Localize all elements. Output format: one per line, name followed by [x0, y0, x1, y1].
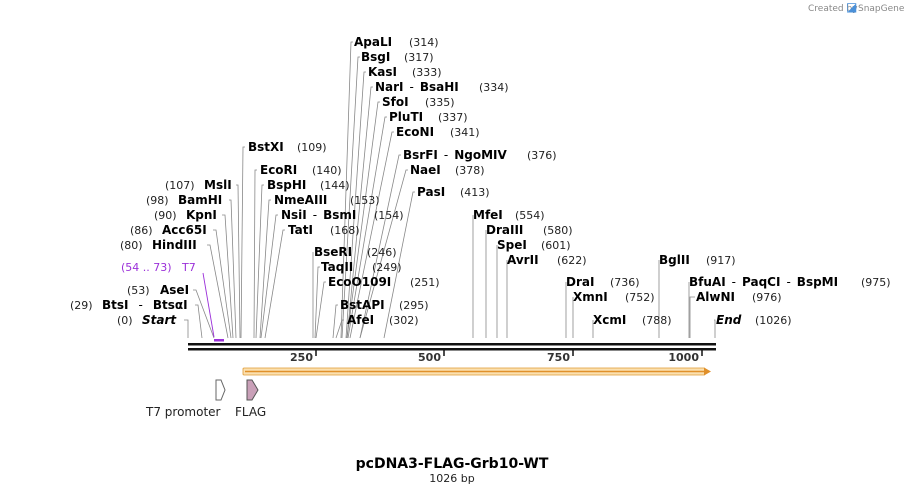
site-afei[interactable]: AfeI (302) [347, 313, 419, 327]
site-start-name: Start [142, 313, 177, 327]
site-bsphi[interactable]: BspHI (144) [267, 178, 350, 192]
right-labels: BstXI (109) EcoRI (140) BspHI (144) NmeAIII… [248, 35, 891, 327]
feature-flag[interactable]: FLAG [235, 379, 266, 419]
site-mfei[interactable]: MfeI (554) [473, 208, 545, 222]
site-asei[interactable]: (53) AseI [127, 281, 189, 298]
site-nmeaiii[interactable]: NmeAIII (153) [274, 193, 380, 207]
tick-1000: 1000 [668, 351, 699, 364]
site-bamhi[interactable]: (98) BamHI [146, 191, 222, 208]
map-length: 1026 bp [429, 472, 474, 485]
site-bstxi[interactable]: BstXI (109) [248, 140, 327, 154]
site-bseri[interactable]: BseRI (246) [314, 245, 397, 259]
tick-500: 500 [418, 351, 441, 364]
site-sfoi[interactable]: SfoI (335) [382, 95, 455, 109]
site-bstapi[interactable]: BstAPI (295) [340, 298, 429, 312]
site-avrii[interactable]: AvrII (622) [507, 253, 587, 267]
site-apali[interactable]: ApaLI (314) [354, 35, 439, 49]
map-title: pcDNA3-FLAG-Grb10-WT [356, 456, 549, 472]
feature-t7-promoter-label: T7 promoter [145, 405, 221, 419]
site-econi[interactable]: EcoNI (341) [396, 125, 480, 139]
site-btsi[interactable]: (29) BtsI - BtsαI [70, 296, 188, 313]
site-bfuai[interactable]: BfuAI - PaqCI - BspMI (975) [689, 275, 891, 289]
site-taqii[interactable]: TaqII (249) [321, 260, 402, 274]
tick-250: 250 [290, 351, 313, 364]
credit-prefix: Created by [808, 4, 858, 14]
site-ecori[interactable]: EcoRI (140) [260, 163, 342, 177]
site-alwni[interactable]: AlwNI (976) [696, 290, 782, 304]
site-end[interactable]: End (1026) [716, 313, 792, 327]
orf-arrow[interactable] [242, 367, 711, 376]
dna-backbone [188, 343, 716, 351]
site-kpni[interactable]: (90) KpnI [154, 206, 217, 223]
site-acc65i[interactable]: (86) Acc65I [130, 221, 207, 238]
leader-lines [184, 41, 716, 339]
site-drai[interactable]: DraI (736) [566, 275, 640, 289]
primer-name: T7 [181, 261, 196, 274]
site-draiii[interactable]: DraIII (580) [486, 223, 573, 237]
site-msli[interactable]: (107) MslI [165, 176, 232, 193]
site-naei[interactable]: NaeI (378) [410, 163, 485, 177]
site-tati[interactable]: TatI (168) [288, 223, 360, 237]
site-nsii[interactable]: NsiI - BsmI (154) [281, 208, 404, 222]
site-pasi[interactable]: PasI (413) [417, 185, 490, 199]
feature-flag-label: FLAG [235, 405, 266, 419]
site-ecoo109i[interactable]: EcoO109I (251) [328, 275, 440, 289]
site-nari[interactable]: NarI - BsaHI (334) [375, 80, 509, 94]
site-spei[interactable]: SpeI (601) [497, 238, 571, 252]
site-bsrfi[interactable]: BsrFI - NgoMIV (376) [403, 148, 557, 162]
site-start-pos: (0) [117, 314, 133, 327]
site-bglii[interactable]: BglII (917) [659, 253, 736, 267]
primer-range: (54 .. 73) [121, 261, 172, 274]
primer-t7[interactable]: (54 .. 73) T7 [121, 261, 224, 342]
site-xmni[interactable]: XmnI (752) [573, 290, 655, 304]
site-kasi[interactable]: KasI (333) [368, 65, 442, 79]
svg-text:(54 .. 73) T7: (54 .. 73) T7 [121, 261, 196, 274]
site-bsgi[interactable]: BsgI (317) [361, 50, 434, 64]
site-start[interactable]: (0) Start [117, 311, 177, 328]
snapgene-logo-icon: ◪ [846, 0, 857, 14]
site-hindiii[interactable]: (80) HindIII [120, 236, 197, 253]
site-xcmi[interactable]: XcmI (788) [593, 313, 672, 327]
credit-brand: SnapGene [858, 4, 905, 14]
site-pluti[interactable]: PluTI (337) [389, 110, 468, 124]
feature-t7-promoter[interactable]: T7 promoter [145, 379, 226, 419]
tick-750: 750 [547, 351, 570, 364]
ruler: 250 500 750 1000 [290, 350, 703, 364]
left-labels: (0) Start (29) BtsI - BtsαI (53) AseI (8… [70, 176, 232, 328]
